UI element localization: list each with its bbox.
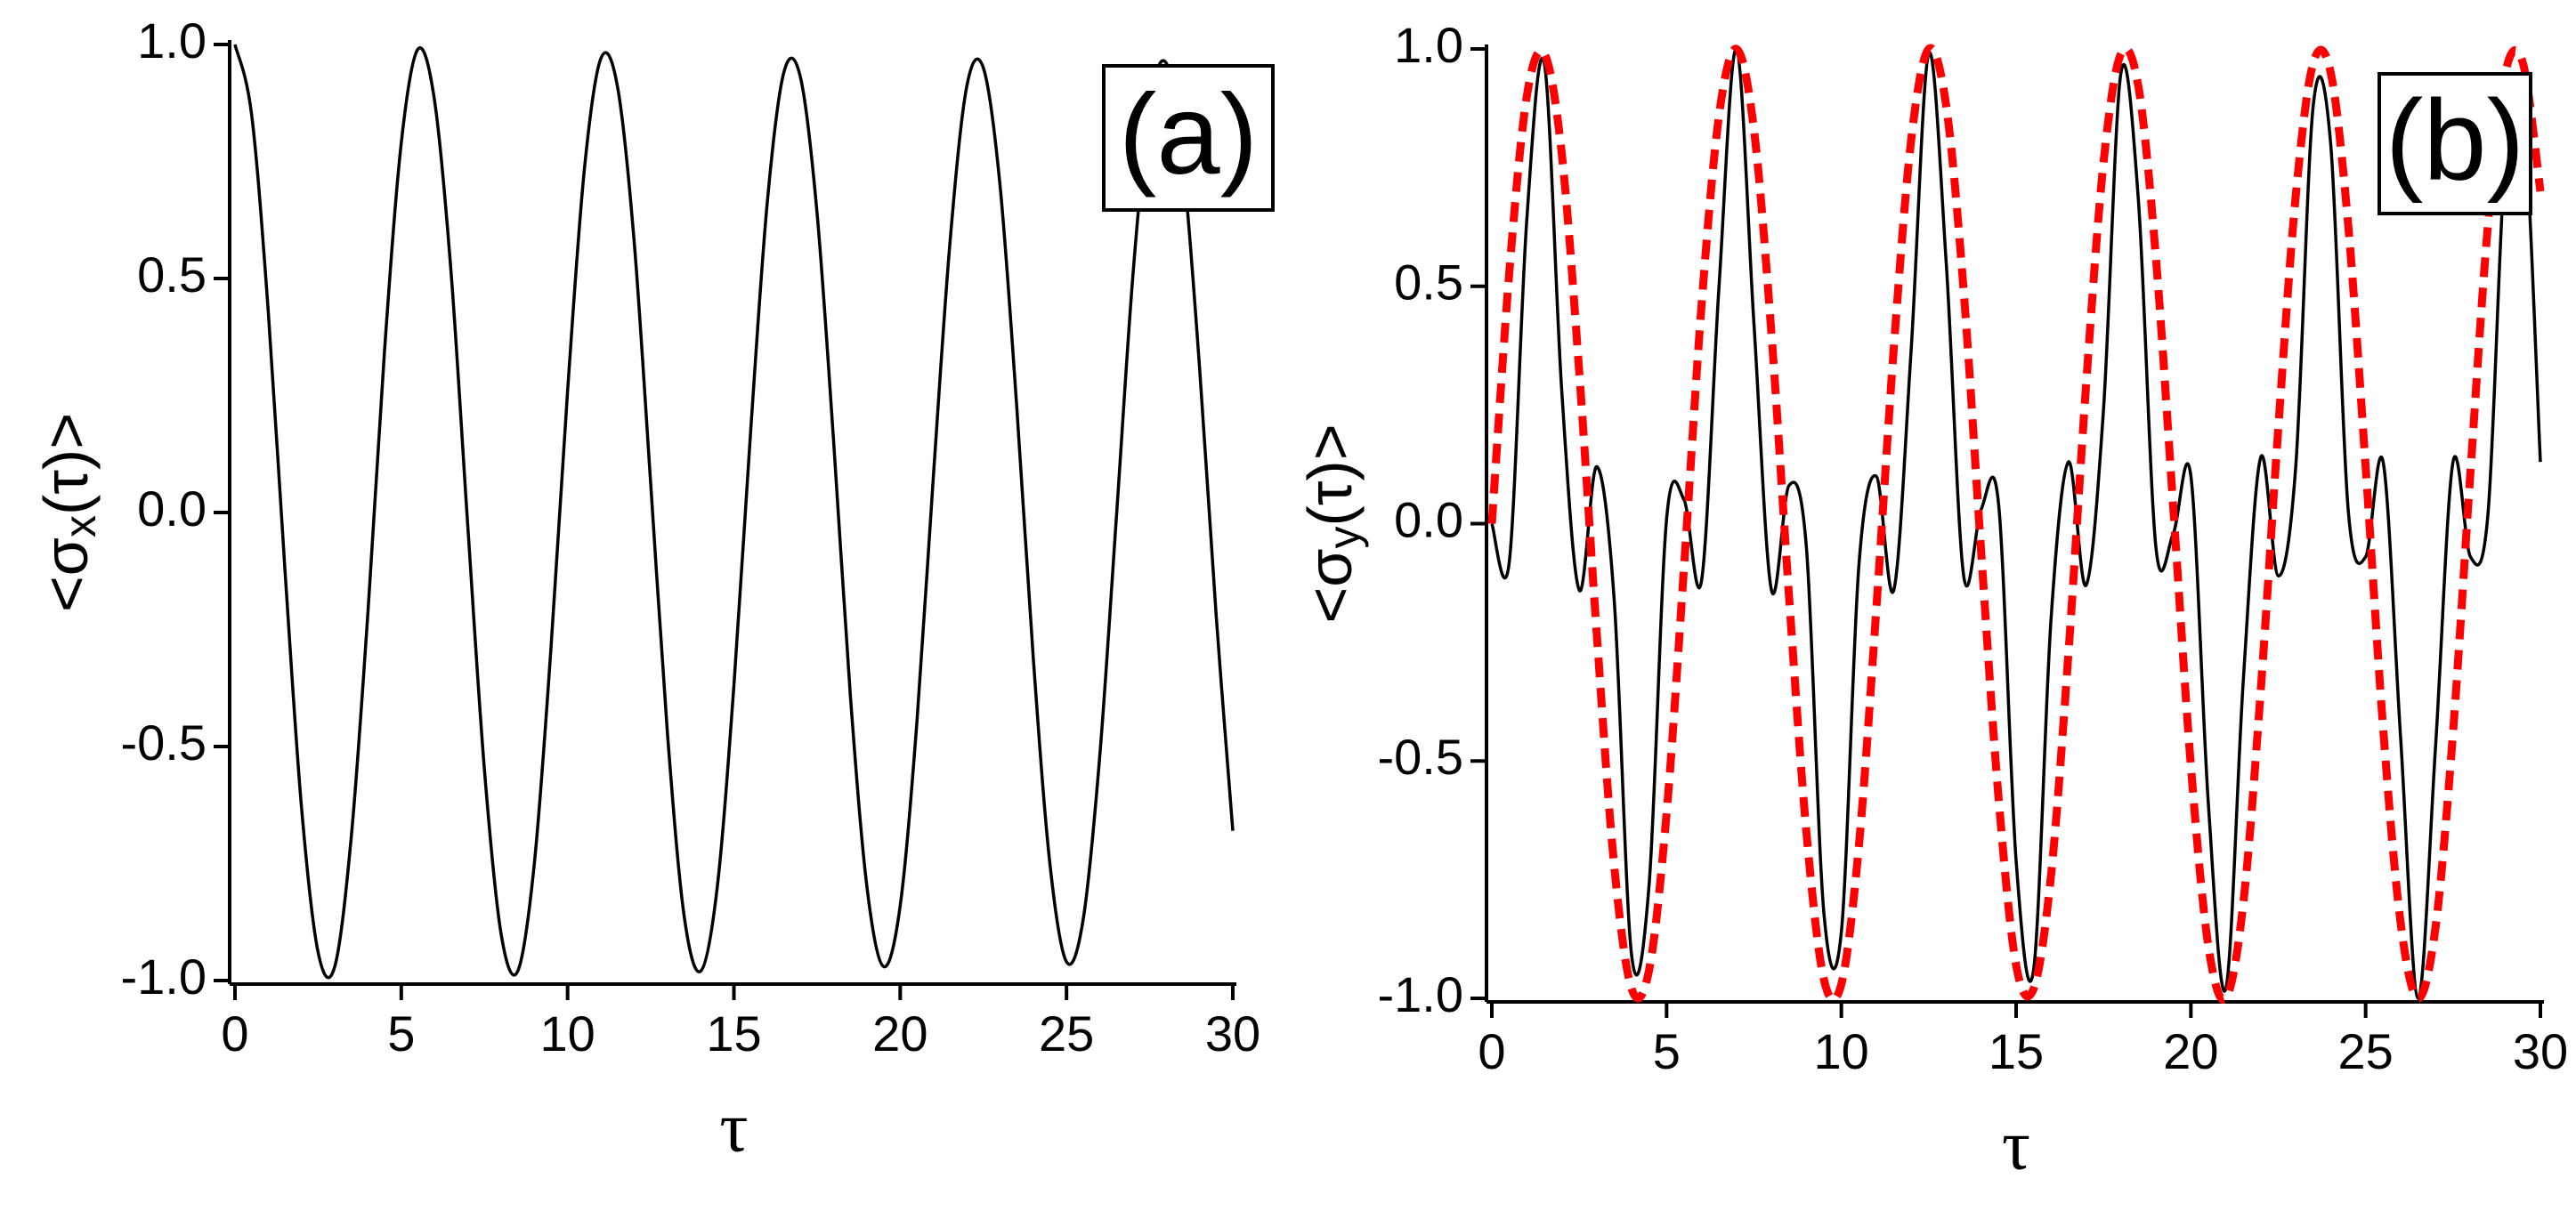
- y-axis-title: <σx(τ)>: [31, 413, 105, 612]
- y-tick-label: 0.5: [137, 246, 207, 303]
- y-axis-title-part: (τ)>: [31, 413, 101, 515]
- y-axis-title: <σy(τ)>: [1295, 424, 1369, 623]
- x-tick-label: 25: [1039, 1005, 1094, 1062]
- y-tick-label: 0.0: [1394, 491, 1463, 547]
- data-line: [1487, 44, 2545, 1005]
- y-axis-title-part: <σ: [31, 537, 101, 612]
- y-tick-label: 1.0: [137, 12, 207, 69]
- y-tick-label: -0.5: [121, 714, 207, 771]
- y-axis-title-part: <σ: [1295, 549, 1365, 624]
- x-tick-label: 25: [2338, 1023, 2394, 1079]
- x-tick-label: 5: [387, 1005, 415, 1062]
- x-tick-label: 0: [221, 1005, 248, 1062]
- y-axis-title-part: x: [55, 515, 105, 537]
- x-tick-label: 20: [2163, 1023, 2218, 1079]
- x-tick-label: 20: [872, 1005, 928, 1062]
- y-tick-label: -0.5: [1378, 729, 1464, 785]
- panel-label: (a): [1119, 71, 1258, 198]
- x-tick-label: 10: [540, 1005, 595, 1062]
- x-tick-label: 30: [2513, 1023, 2568, 1079]
- y-tick-label: -1.0: [121, 949, 207, 1005]
- x-tick-label: 5: [1653, 1023, 1681, 1079]
- x-axis-title: τ: [2002, 1106, 2030, 1184]
- y-tick-label: 0.0: [137, 480, 207, 537]
- x-tick-label: 15: [706, 1005, 761, 1062]
- x-tick-label: 0: [1478, 1023, 1505, 1079]
- label-box: [1102, 64, 1275, 212]
- panel-label: (b): [2386, 77, 2524, 204]
- x-tick-label: 15: [1989, 1023, 2044, 1079]
- y-axis-title-part: (τ)>: [1295, 424, 1365, 526]
- y-axis-title-part: y: [1319, 527, 1369, 549]
- x-tick-label: 30: [1205, 1005, 1260, 1062]
- data-line: [233, 44, 1235, 980]
- y-tick-label: 1.0: [1394, 17, 1463, 73]
- label-box: [2378, 72, 2532, 215]
- y-tick-label: -1.0: [1378, 966, 1464, 1022]
- x-tick-label: 10: [1814, 1023, 1869, 1079]
- y-tick-label: 0.5: [1394, 254, 1463, 311]
- x-axis-title: τ: [719, 1088, 748, 1167]
